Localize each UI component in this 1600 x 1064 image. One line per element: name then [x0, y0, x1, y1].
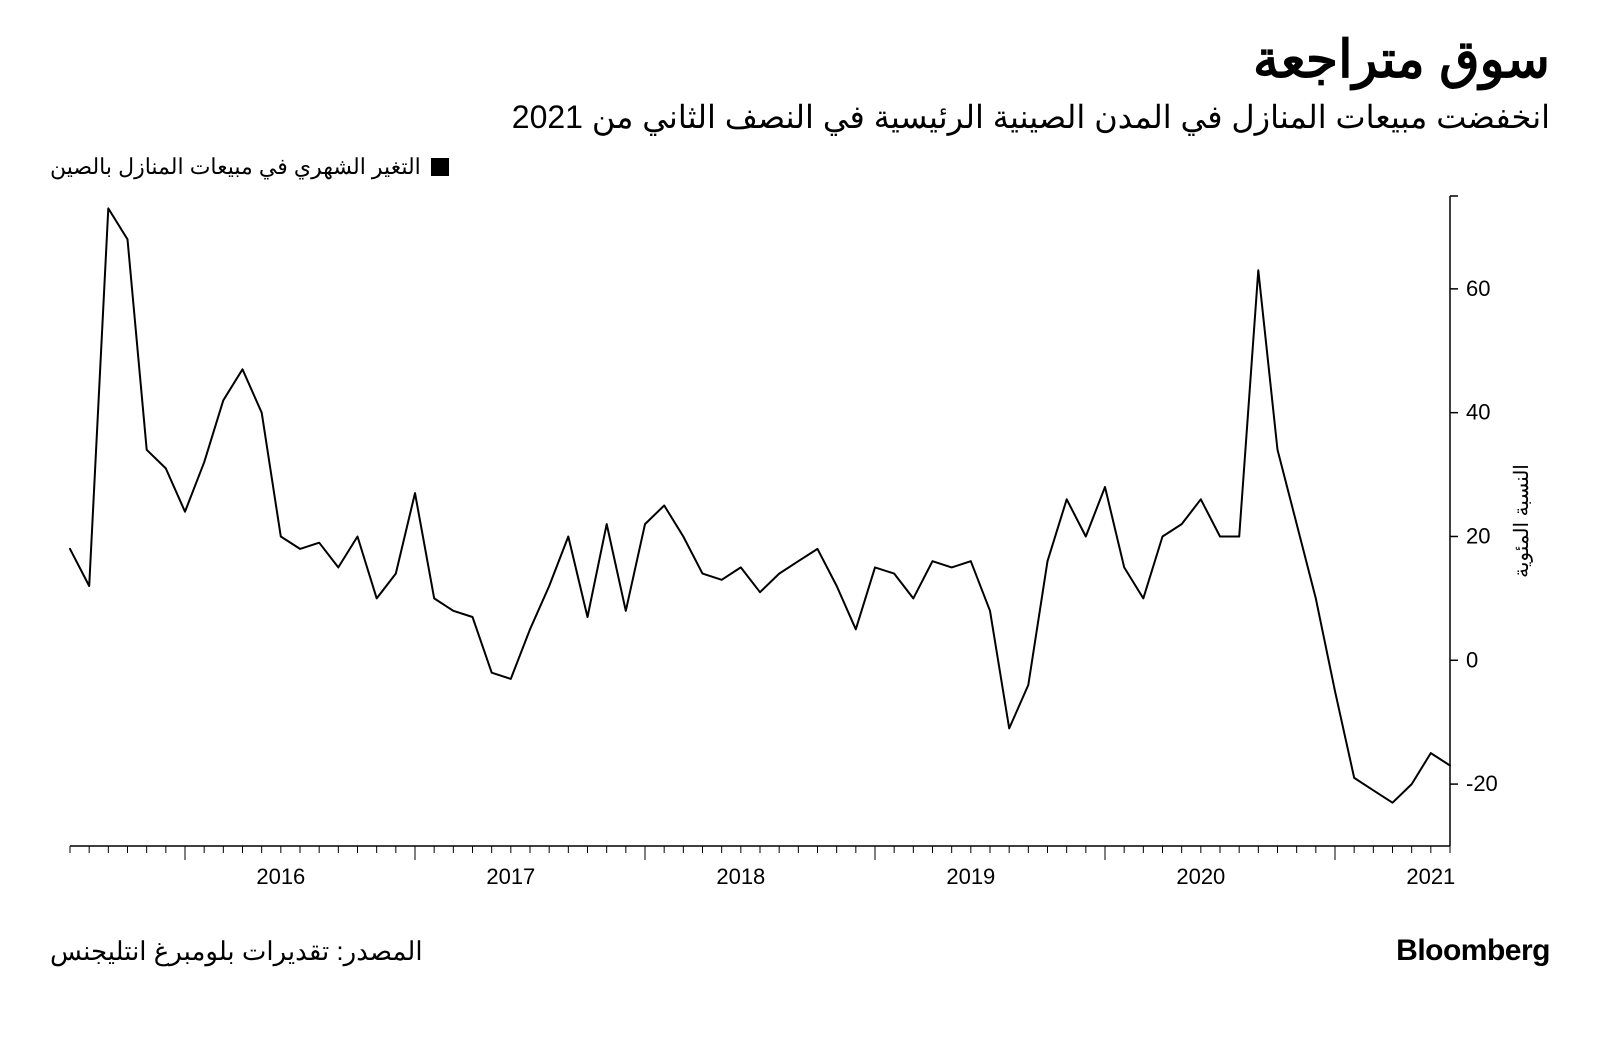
svg-text:2017: 2017 — [486, 864, 535, 889]
legend: التغير الشهري في مبيعات المنازل بالصين — [50, 154, 1550, 180]
legend-swatch — [431, 158, 449, 176]
chart-subtitle: انخفضت مبيعات المنازل في المدن الصينية ا… — [50, 98, 1550, 136]
svg-text:-20: -20 — [1466, 771, 1498, 796]
source-text: المصدر: تقديرات بلومبرغ انتليجنس — [50, 936, 423, 967]
svg-text:40: 40 — [1466, 400, 1490, 425]
legend-label: التغير الشهري في مبيعات المنازل بالصين — [50, 154, 421, 180]
svg-text:النسبة المئوية: النسبة المئوية — [1511, 464, 1533, 578]
brand-logo-text: Bloomberg — [1396, 934, 1550, 968]
svg-text:2016: 2016 — [256, 864, 305, 889]
svg-text:0: 0 — [1466, 647, 1478, 672]
line-chart-svg: -20 0 20 40 60 النسبة المئوية 2016 2017 2018 2019… — [50, 186, 1550, 906]
footer: Bloomberg المصدر: تقديرات بلومبرغ انتليج… — [50, 934, 1550, 968]
svg-text:2018: 2018 — [716, 864, 765, 889]
svg-text:2020: 2020 — [1176, 864, 1225, 889]
svg-text:2021: 2021 — [1406, 864, 1455, 889]
svg-text:60: 60 — [1466, 276, 1490, 301]
chart-plot-area: -20 0 20 40 60 النسبة المئوية 2016 2017 2018 2019… — [50, 186, 1550, 906]
svg-text:2019: 2019 — [946, 864, 995, 889]
chart-container: سوق متراجعة انخفضت مبيعات المنازل في الم… — [0, 0, 1600, 1064]
chart-title: سوق متراجعة — [50, 30, 1550, 90]
svg-text:20: 20 — [1466, 523, 1490, 548]
